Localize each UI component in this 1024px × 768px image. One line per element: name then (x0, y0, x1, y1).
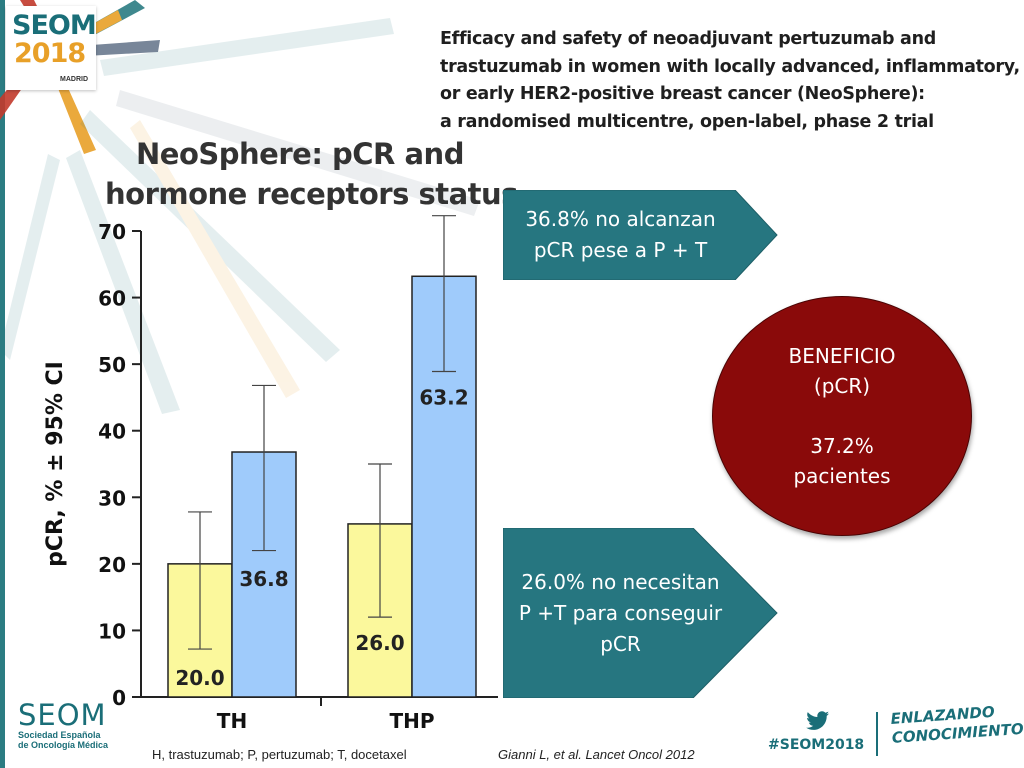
event-slogan: ENLAZANDO CONOCIMIENTO (890, 701, 1024, 748)
paper-title: Efficacy and safety of neoadjuvant pertu… (440, 26, 1020, 136)
y-tick-label: 10 (98, 619, 126, 643)
x-tick-label: TH (217, 709, 247, 733)
callout-bottom-line: P +T para conseguir (518, 600, 723, 625)
callout-bottom-line: pCR (600, 631, 641, 656)
footer-divider (876, 712, 878, 756)
chart-title-line: hormone receptors status (105, 177, 518, 211)
y-tick-label: 60 (98, 287, 126, 311)
footer-org-name: SEOM (18, 698, 107, 732)
benefit-value-line: pacientes (793, 464, 891, 488)
benefit-label-line: BENEFICIO (788, 344, 896, 368)
paper-title-line: trastuzumab in women with locally advanc… (440, 56, 1020, 77)
abbreviation-footnote: H, trastuzumab; P, pertuzumab; T, doceta… (152, 747, 407, 762)
callout-arrow-top-shape (503, 190, 778, 280)
event-logo: SEOM 2018 MADRID (6, 6, 97, 90)
event-hashtag: #SEOM2018 (768, 737, 865, 753)
event-logo-year: 2018 (14, 38, 86, 69)
x-tick-label: THP (389, 709, 434, 733)
footer-org-logo: SEOM Sociedad Española de Oncología Médi… (18, 700, 108, 750)
pcr-bar-chart: 0 10 20 30 40 50 60 70 20.0 36.8 26.0 63.2 TH THP p… (43, 215, 498, 733)
left-accent-strip (0, 0, 5, 768)
y-tick-label: 30 (98, 486, 126, 510)
data-label: 63.2 (419, 385, 468, 409)
callout-arrow-bottom: 26.0% no necesitan P +T para conseguir p… (503, 528, 779, 698)
paper-title-line: or early HER2-positive breast cancer (Ne… (440, 84, 925, 104)
callout-top-line: 36.8% no alcanzan (525, 207, 716, 231)
benefit-value-line: 37.2% (810, 434, 874, 458)
footer-org-sub: Sociedad Española (18, 730, 101, 740)
paper-title-line: a randomised multicentre, open-label, ph… (440, 111, 934, 132)
event-logo-name: SEOM (12, 10, 97, 41)
y-tick-label: 20 (98, 553, 126, 577)
event-logo-city: MADRID (60, 76, 88, 83)
callout-arrow-top: 36.8% no alcanzan pCR pese a P + T (503, 190, 779, 280)
twitter-bird-icon (806, 711, 829, 730)
y-tick-label: 0 (112, 686, 126, 710)
chart-title-line: NeoSphere: pCR and (136, 137, 464, 171)
data-label: 26.0 (355, 631, 404, 655)
citation: Gianni L, et al. Lancet Oncol 2012 (498, 747, 695, 762)
data-label: 20.0 (175, 666, 224, 690)
benefit-circle: BENEFICIO (pCR) 37.2% pacientes (712, 296, 972, 536)
callout-bottom-line: 26.0% no necesitan (521, 569, 720, 594)
y-tick-label: 40 (98, 420, 126, 444)
y-tick-label: 70 (98, 220, 126, 244)
chart-title: NeoSphere: pCR and hormone receptors sta… (105, 134, 518, 214)
benefit-label-line: (pCR) (813, 374, 871, 398)
callout-arrow-bottom-shape (503, 528, 778, 698)
y-axis-label: pCR, % ± 95% CI (43, 361, 68, 567)
data-label: 36.8 (239, 567, 288, 591)
callout-top-line: pCR pese a P + T (533, 238, 708, 262)
footer-org-sub: de Oncología Médica (18, 740, 109, 750)
paper-title-line: Efficacy and safety of neoadjuvant pertu… (440, 29, 936, 49)
y-tick-label: 50 (98, 353, 126, 377)
